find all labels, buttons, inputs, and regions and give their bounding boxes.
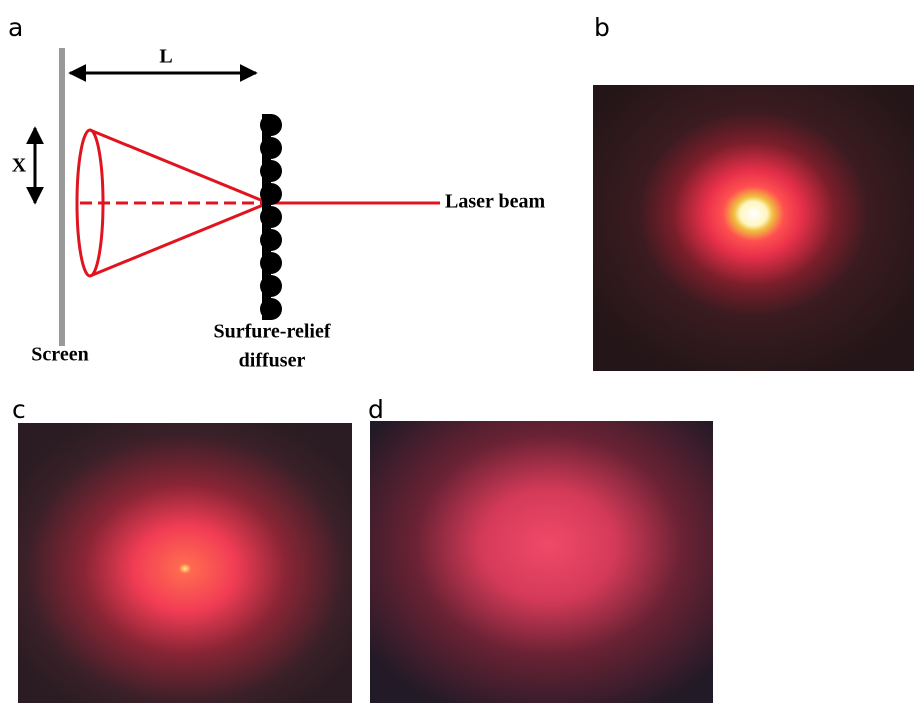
diffuser-label: diffuser [239, 350, 306, 372]
spot-label: X [12, 155, 27, 177]
light-cone [77, 130, 440, 276]
screen [59, 48, 65, 346]
photo [370, 421, 713, 703]
panel-label: b [594, 13, 610, 42]
diffuser [260, 114, 282, 320]
laser-label: Laser beam [445, 191, 546, 213]
photo [593, 85, 914, 371]
panel-label: a [8, 13, 23, 42]
figure: a b c d L X Laser beam Surfure-relief di… [0, 0, 914, 703]
distance-label: L [159, 46, 172, 68]
panel-label: c [12, 395, 26, 424]
diffuser-label: Surfure-relief [213, 321, 330, 343]
screen-label: Screen [31, 344, 88, 366]
photo [18, 423, 352, 703]
panel-label: d [368, 395, 384, 424]
